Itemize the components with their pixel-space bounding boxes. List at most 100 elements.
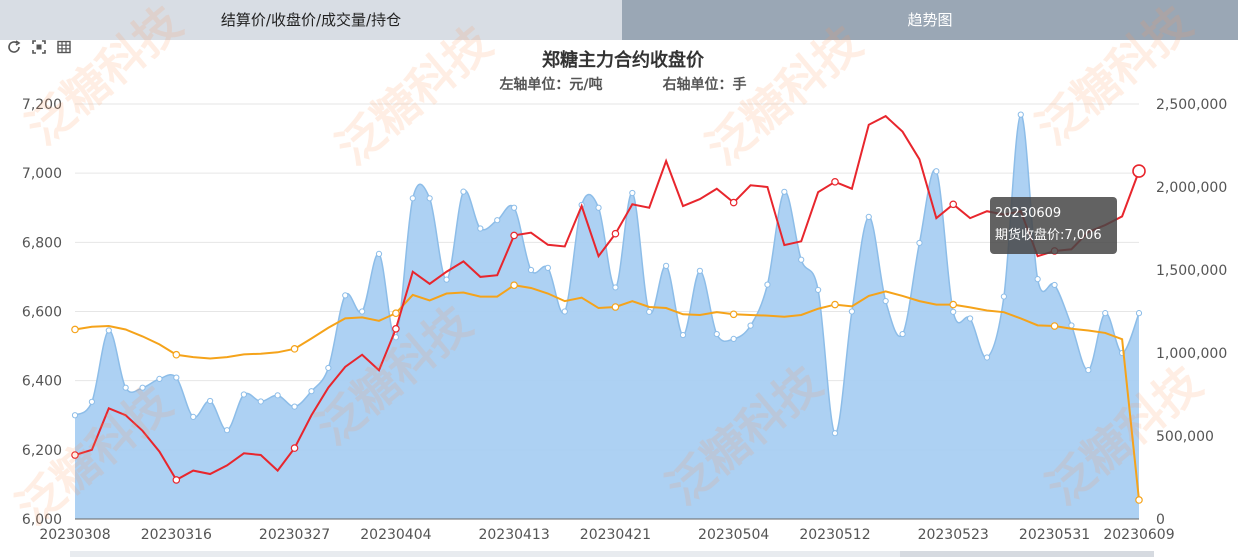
x-tick-label: 20230504 <box>698 527 769 543</box>
volume-point <box>409 195 416 202</box>
volume-point <box>663 262 670 269</box>
volume-point <box>240 391 247 398</box>
volume-point <box>629 189 636 197</box>
x-tick-label: 20230421 <box>580 527 651 543</box>
close-point <box>729 198 738 207</box>
volume-point <box>122 384 129 391</box>
volume-point <box>696 267 703 274</box>
data-zoom-handle[interactable] <box>900 551 1154 557</box>
volume-point <box>325 364 332 372</box>
volume-point <box>375 250 383 257</box>
settlement-point <box>729 310 738 319</box>
tooltip-value: 期货收盘价:7,006 <box>995 228 1102 243</box>
volume-point <box>1085 366 1092 374</box>
tab-trend-chart[interactable]: 趋势图 <box>622 0 1238 40</box>
volume-point <box>595 204 602 211</box>
x-tick-label: 20230609 <box>1103 527 1174 543</box>
volume-point <box>679 331 687 339</box>
volume-point <box>71 412 79 419</box>
volume-point <box>815 286 822 294</box>
x-tick-label: 20230316 <box>141 527 212 543</box>
tab-settlement-close-volume-oi[interactable]: 结算价/收盘价/成交量/持仓 <box>0 0 622 40</box>
volume-point <box>511 204 518 211</box>
settlement-point <box>831 300 839 309</box>
left-axis-unit: 左轴单位：元/吨 <box>499 77 603 93</box>
y-left-tick-label: 6,400 <box>22 374 62 390</box>
settlement-point <box>611 303 620 311</box>
volume-point <box>477 225 484 232</box>
close-point <box>611 229 620 238</box>
volume-point <box>494 217 501 224</box>
volume-point <box>1102 310 1109 317</box>
volume-point <box>257 398 264 405</box>
settlement-point <box>1050 322 1059 330</box>
y-left-tick-label: 7,200 <box>22 97 62 113</box>
volume-point <box>646 308 653 315</box>
y-left-tick-label: 6,000 <box>22 512 62 528</box>
volume-point <box>781 188 788 195</box>
x-tick-label: 20230413 <box>478 527 549 543</box>
volume-point <box>207 397 214 405</box>
x-tick-label: 20230308 <box>39 527 110 543</box>
volume-point <box>865 213 872 220</box>
chart-toolbox <box>6 39 72 55</box>
y-right-tick-label: 500,000 <box>1156 429 1214 445</box>
close-point <box>831 178 839 186</box>
data-zoom-track[interactable] <box>70 551 1154 557</box>
y-right-tick-label: 2,500,000 <box>1156 97 1227 113</box>
volume-point <box>950 308 957 315</box>
close-point <box>1132 164 1146 178</box>
volume-point <box>105 327 112 334</box>
settlement-point <box>290 345 299 353</box>
volume-point <box>308 388 315 395</box>
volume-point <box>426 195 433 202</box>
volume-point <box>359 308 366 315</box>
settlement-point <box>1135 496 1143 504</box>
y-left-tick-label: 7,000 <box>22 166 62 182</box>
volume-point <box>88 398 95 405</box>
volume-point <box>156 375 163 382</box>
close-point <box>392 324 400 333</box>
volume-point <box>933 168 940 175</box>
right-axis-unit: 右轴单位：手 <box>662 77 747 93</box>
volume-point <box>190 413 197 421</box>
close-point <box>949 200 958 209</box>
close-point <box>172 476 181 484</box>
close-point <box>510 231 518 240</box>
tab-bar: 结算价/收盘价/成交量/持仓 趋势图 <box>0 0 1238 40</box>
y-right-tick-label: 1,500,000 <box>1156 263 1227 279</box>
settlement-point <box>392 309 400 318</box>
x-tick-label: 20230523 <box>918 527 989 543</box>
volume-point <box>882 297 889 305</box>
settlement-line <box>74 284 1140 501</box>
volume-point <box>527 266 535 274</box>
volume-area <box>75 114 1139 519</box>
volume-point <box>967 315 974 322</box>
y-left-tick-label: 6,600 <box>22 305 62 321</box>
refresh-icon[interactable] <box>6 39 22 55</box>
chart-title: 郑糖主力合约收盘价 <box>542 50 704 71</box>
volume-point <box>342 292 349 299</box>
volume-point <box>747 322 754 329</box>
volume-point <box>798 256 805 263</box>
settlement-point <box>172 350 181 359</box>
volume-point <box>899 330 906 338</box>
tooltip: 20230609 期货收盘价:7,006 <box>990 197 1117 254</box>
axis-units: 左轴单位：元/吨 右轴单位：手 <box>0 74 1246 94</box>
volume-point <box>1017 111 1024 118</box>
settlement-point <box>949 300 958 309</box>
volume-point <box>730 335 737 342</box>
volume-point <box>139 384 146 391</box>
y-right-tick-label: 2,000,000 <box>1156 180 1227 196</box>
volume-point <box>274 392 281 399</box>
zoom-icon[interactable] <box>31 39 47 55</box>
volume-point <box>612 284 619 291</box>
y-left-tick-label: 6,800 <box>22 235 62 251</box>
data-view-icon[interactable] <box>56 39 72 55</box>
volume-point <box>1135 310 1143 317</box>
settlement-point <box>71 325 79 334</box>
volume-point <box>713 330 720 338</box>
tooltip-date: 20230609 <box>995 206 1062 221</box>
x-tick-label: 20230327 <box>259 527 330 543</box>
